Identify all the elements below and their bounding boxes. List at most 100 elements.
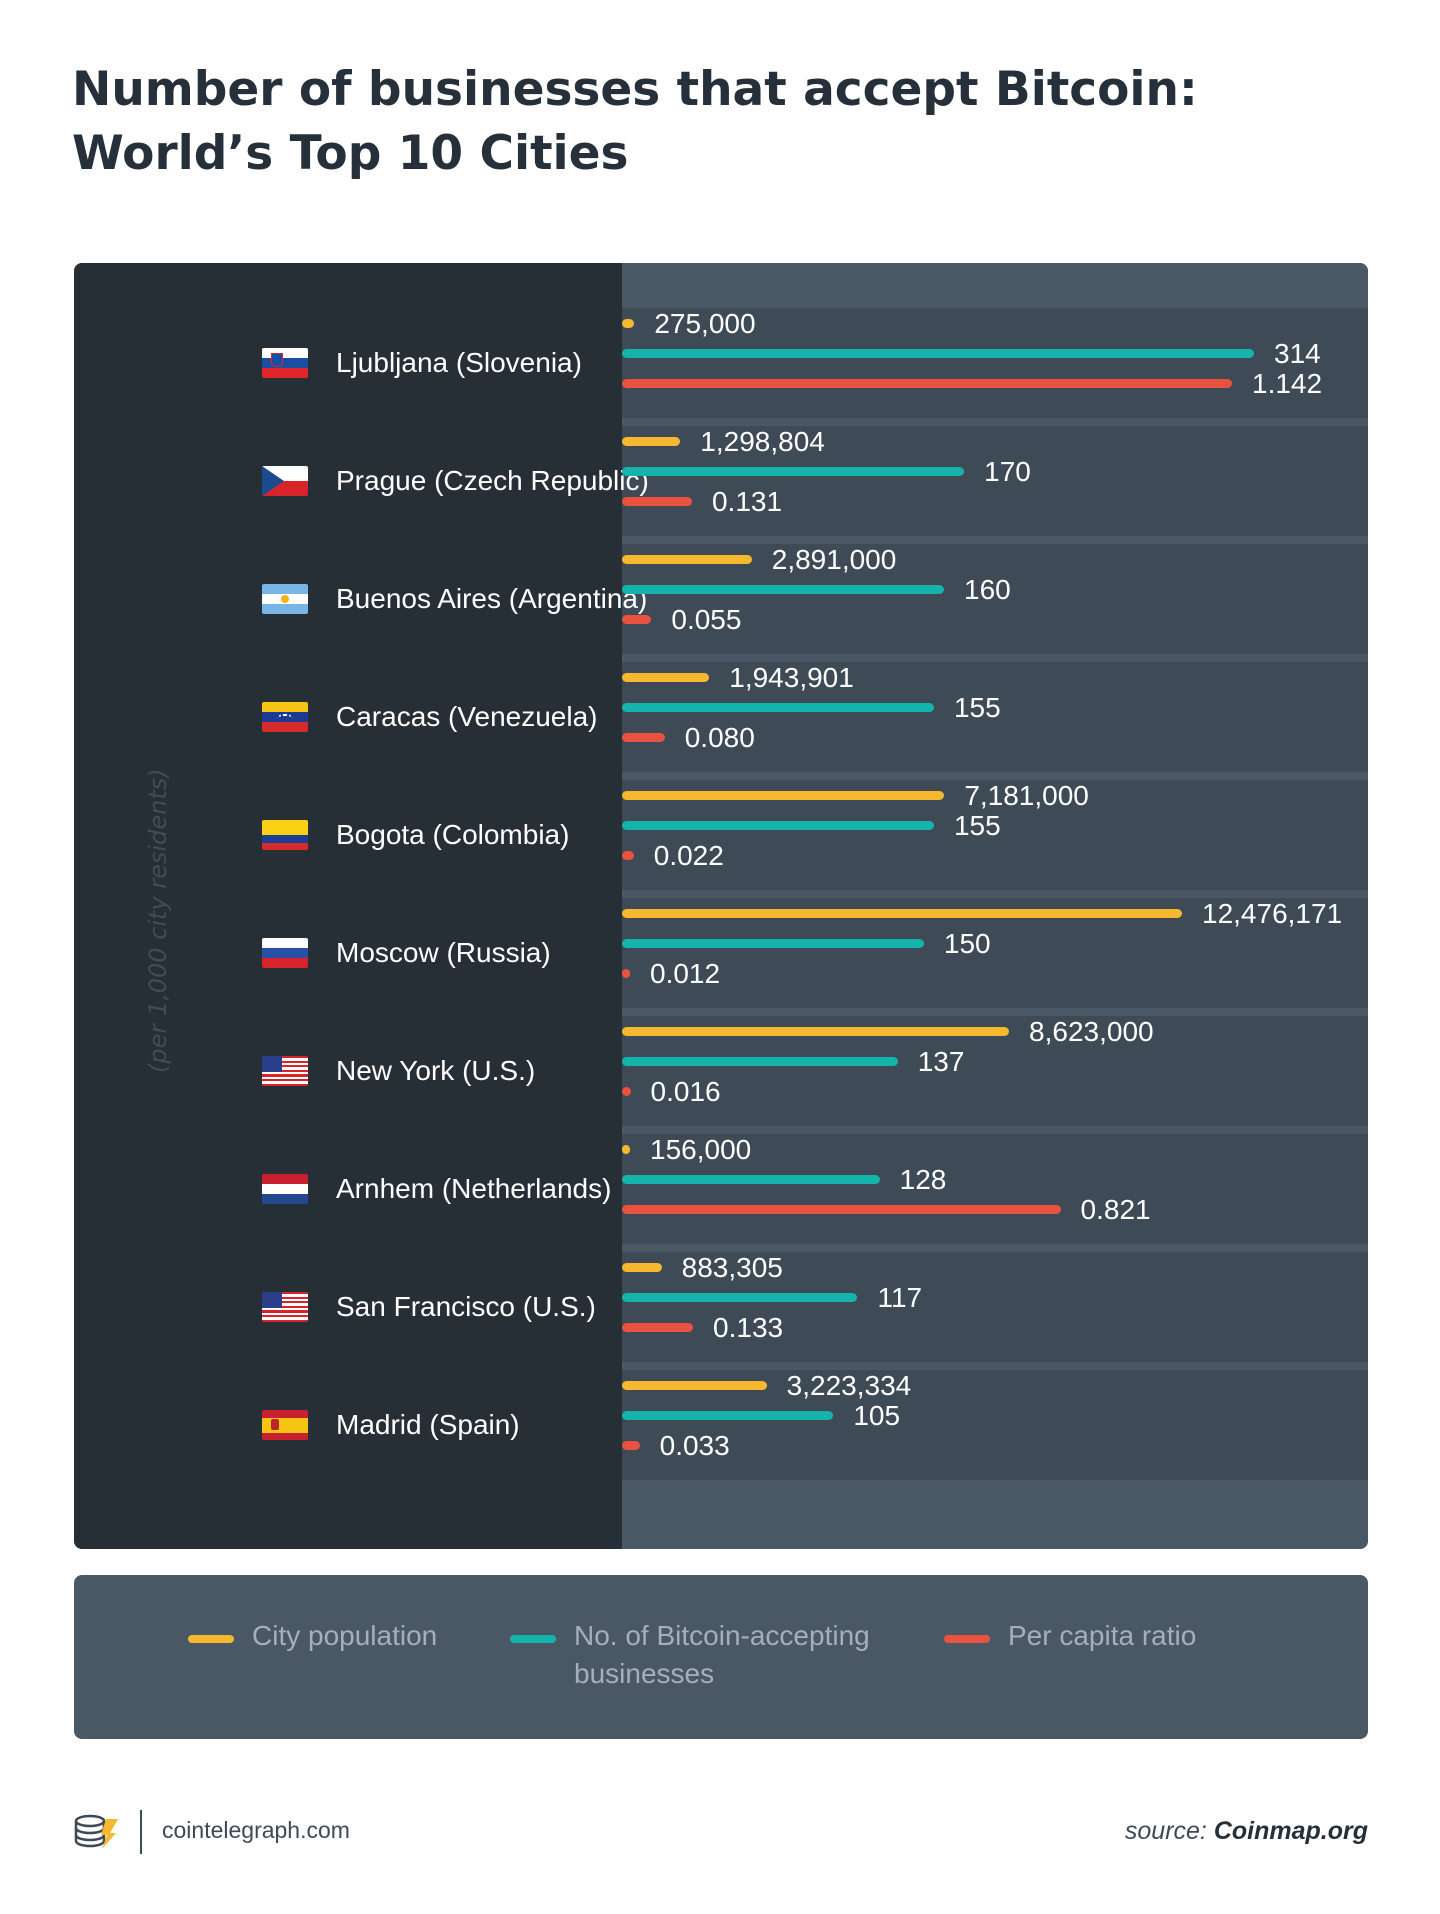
row-band (622, 308, 1368, 418)
footer-source: source: Coinmap.org (1125, 1817, 1368, 1846)
title-line-2: World’s Top 10 Cities (72, 126, 629, 181)
value-label-businesses: 150 (943, 928, 991, 959)
city-name: Bogota (Colombia) (336, 819, 570, 850)
legend-swatch-population (188, 1635, 234, 1643)
title-line-1: Number of businesses that accept Bitcoin… (72, 62, 1198, 117)
value-label-ratio: 0.016 (650, 1076, 721, 1107)
category-label: Arnhem (Netherlands) (262, 1167, 611, 1211)
legend-label-businesses-line-2: businesses (574, 1658, 715, 1689)
value-label-population: 1,943,901 (729, 662, 854, 693)
legend-label-ratio: Per capita ratio (1008, 1620, 1197, 1651)
city-name: Ljubljana (Slovenia) (336, 347, 582, 378)
value-label-businesses: 160 (964, 574, 1011, 605)
value-label-ratio: 0.055 (671, 604, 742, 635)
cointelegraph-logo[interactable] (72, 1813, 120, 1855)
bar-businesses (622, 585, 945, 594)
bar-ratio (622, 379, 1232, 388)
bar-population (622, 1381, 767, 1390)
bar-businesses (622, 821, 934, 830)
bar-businesses (622, 349, 1254, 358)
value-label-population: 3,223,334 (786, 1370, 912, 1401)
bar-businesses (622, 1293, 858, 1302)
chart-title: Number of businesses that accept Bitcoin… (72, 58, 1372, 186)
value-label-ratio: 0.033 (659, 1430, 730, 1461)
row-band (622, 426, 1368, 536)
legend-item-ratio: Per capita ratio (944, 1617, 1196, 1655)
category-label: Caracas (Venezuela) (262, 695, 597, 739)
usa-flag-icon (262, 1056, 308, 1086)
value-label-ratio: 0.133 (713, 1312, 784, 1343)
legend-swatch-businesses (510, 1635, 556, 1643)
category-label: San Francisco (U.S.) (262, 1285, 596, 1329)
bar-businesses (622, 467, 965, 476)
bar-ratio (622, 851, 634, 860)
bar-ratio (622, 1087, 631, 1096)
value-label-ratio: 0.022 (653, 840, 724, 871)
city-name: San Francisco (U.S.) (336, 1291, 596, 1322)
value-label-population: 8,623,000 (1029, 1016, 1154, 1047)
russia-flag-icon (262, 938, 308, 968)
legend: City population No. of Bitcoin-accepting… (74, 1575, 1368, 1739)
legend-item-population: City population (188, 1617, 437, 1655)
bar-ratio (622, 1323, 694, 1332)
bar-population (622, 319, 635, 328)
category-label: Ljubljana (Slovenia) (262, 341, 582, 385)
source-name[interactable]: Coinmap.org (1213, 1817, 1368, 1845)
city-name: Caracas (Venezuela) (336, 701, 598, 732)
bar-population (622, 437, 681, 446)
city-name: Moscow (Russia) (336, 937, 551, 968)
value-label-population: 156,000 (650, 1134, 752, 1165)
bar-population (622, 1027, 1010, 1036)
category-label: Buenos Aires (Argentina) (262, 577, 647, 621)
value-label-ratio: 0.080 (684, 722, 755, 753)
venezuela-flag-icon (262, 702, 308, 732)
value-label-ratio: 0.821 (1080, 1194, 1151, 1225)
row-band (622, 1252, 1368, 1362)
bar-population (622, 909, 1182, 918)
category-label: Moscow (Russia) (262, 931, 551, 975)
bar-population (622, 791, 945, 800)
value-label-businesses: 117 (877, 1282, 923, 1313)
city-name: Prague (Czech Republic) (336, 465, 649, 496)
value-label-population: 12,476,171 (1202, 898, 1343, 929)
footer-site-link[interactable]: cointelegraph.com (162, 1817, 350, 1843)
czech-flag-icon (262, 466, 308, 496)
value-label-ratio: 0.012 (650, 958, 721, 989)
value-label-population: 7,181,000 (964, 780, 1089, 811)
value-label-population: 1,298,804 (700, 426, 825, 457)
bar-population (622, 673, 710, 682)
netherlands-flag-icon (262, 1174, 308, 1204)
colombia-flag-icon (262, 820, 308, 850)
bar-businesses (622, 939, 924, 948)
category-label: Bogota (Colombia) (262, 813, 569, 857)
value-label-businesses: 170 (984, 456, 1031, 487)
value-label-population: 275,000 (654, 308, 756, 339)
category-label: Madrid (Spain) (262, 1403, 520, 1447)
row-band (622, 1134, 1368, 1244)
legend-item-businesses: No. of Bitcoin-accepting businesses (510, 1617, 870, 1693)
value-label-businesses: 137 (917, 1046, 965, 1077)
slovenia-flag-icon (262, 348, 308, 378)
value-label-population: 883,305 (681, 1252, 783, 1283)
value-label-population: 2,891,000 (771, 544, 897, 575)
bar-ratio (622, 497, 692, 506)
bar-ratio (622, 733, 665, 742)
value-label-businesses: 155 (953, 692, 1001, 723)
value-label-businesses: 314 (1274, 338, 1321, 369)
bar-population (622, 1263, 662, 1272)
city-name: Buenos Aires (Argentina) (336, 583, 648, 614)
bar-ratio (622, 1205, 1061, 1214)
city-name: Madrid (Spain) (336, 1409, 520, 1440)
city-name: Arnhem (Netherlands) (336, 1173, 612, 1204)
city-name: New York (U.S.) (336, 1055, 536, 1086)
legend-label-population: City population (252, 1620, 438, 1651)
footer-divider (140, 1810, 142, 1854)
bar-ratio (622, 1441, 640, 1450)
chart-panel: (per 1,000 city residents) Ljubljana (Sl… (74, 263, 1368, 1549)
usa-flag-icon (262, 1292, 308, 1322)
value-label-businesses: 105 (853, 1400, 901, 1431)
bar-population (622, 555, 752, 564)
bar-businesses (622, 703, 934, 712)
source-prefix: source: (1124, 1817, 1214, 1845)
coin-stack-icon (74, 1814, 118, 1849)
